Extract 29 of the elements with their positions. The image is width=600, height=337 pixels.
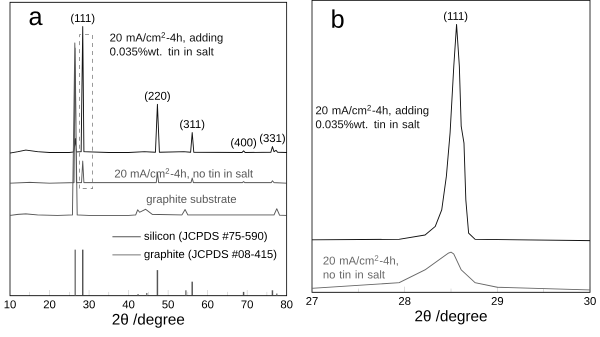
x-tick-label: 30 xyxy=(83,300,95,308)
text: 20 mA/cm$^{2}$-4h, adding 0.035%wt. tin in salt xyxy=(110,32,223,56)
chart-title: a xyxy=(30,11,43,26)
x-tick-label: 30 xyxy=(584,297,596,306)
series-label: 20 mA/cm$^{2}$-4h, no tin in salt xyxy=(114,168,253,179)
x-axis-title: 2θ /degree xyxy=(112,313,184,328)
x-tick-label: 29 xyxy=(492,297,504,306)
x-tick-label: 20 xyxy=(44,300,56,308)
x-axis-title: 2θ /degree xyxy=(415,310,487,324)
annotation: (111) xyxy=(71,14,94,24)
x-tick-label: 28 xyxy=(398,297,410,306)
series-label: 20 mA/cm$^{2}$-4h, adding 0.035%wt. tin in salt xyxy=(316,104,428,128)
legend-label: silicon (JCPDS #75-590) xyxy=(144,232,267,242)
annotation: (311) xyxy=(180,120,204,130)
x-tick-label: 80 xyxy=(280,300,292,308)
x-tick-label: 50 xyxy=(162,300,174,308)
x-tick-label: 40 xyxy=(122,300,134,308)
series-label: graphite substrate xyxy=(146,194,236,206)
x-tick-label: 27 xyxy=(306,297,318,305)
legend-label: graphite (JCPDS #08-415) xyxy=(144,250,276,260)
annotation: (331) xyxy=(260,134,285,144)
x-tick-label: 10 xyxy=(4,300,16,308)
series-label: 20 mA/cm$^{2}$-4h, no tin in salt xyxy=(323,255,398,279)
x-tick-label: 70 xyxy=(241,300,253,308)
annotation: (111) xyxy=(444,12,468,22)
annotation: (400) xyxy=(231,138,256,149)
x-tick-label: 60 xyxy=(202,300,214,308)
chart-title: b xyxy=(332,9,344,28)
annotation: (220) xyxy=(144,92,170,102)
